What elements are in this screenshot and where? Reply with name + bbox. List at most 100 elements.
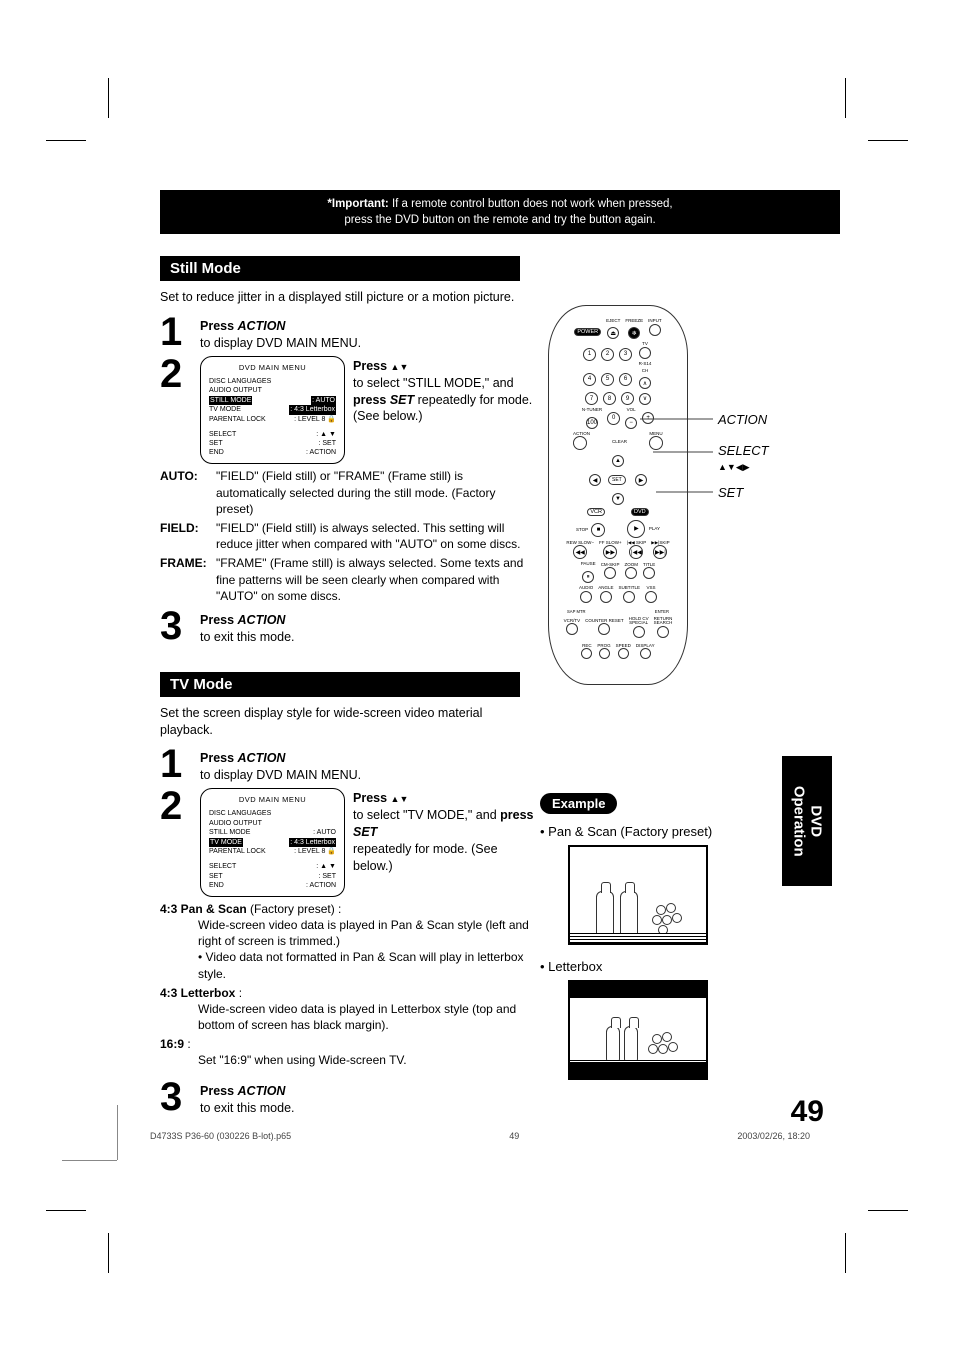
def-panscan: 4:3 Pan & Scan (Factory preset) : Wide-s… [160,901,540,982]
footer-filename: D4733S P36-60 (030226 B-lot).p65 [150,1131,291,1141]
crop-mark [46,1210,86,1211]
clear-label: CLEAR [612,440,627,445]
crop-guide [117,1105,118,1160]
dvd-main-menu-still: DVD MAIN MENU DISC LANGUAGES AUDIO OUTPU… [200,356,345,465]
menu-item: AUDIO OUTPUT [209,819,262,828]
tv-mode-section: TV Mode Set the screen display style for… [160,672,540,1117]
prog-button [599,648,610,659]
num-6-button: 6 [619,373,632,386]
menu-value: : LEVEL 8 🔒 [294,847,336,856]
vcr-button: VCR [587,508,605,516]
angle-label: ANGLE [598,586,613,591]
example-label: Example [540,793,617,814]
menu-hint-val: : SET [318,439,336,448]
menu-item: DISC LANGUAGES [209,809,271,818]
menu-hint-val: : ▲ ▼ [316,430,336,439]
pause-button: ⏸ [582,571,594,583]
side-tab-line1: DVD [807,805,824,837]
pause-label: PAUSE [581,562,596,567]
important-prefix: *Important: [327,198,388,210]
ff-button: ▶▶ [603,545,617,559]
still-intro: Set to reduce jitter in a displayed stil… [160,289,530,306]
speed-button [618,648,629,659]
enter-label: ENTER [655,609,669,614]
example-letterbox-label: • Letterbox [540,959,760,974]
set-rest: repeatedly for mode. (See below.) [353,842,498,873]
press-label: Press [200,751,238,765]
vss-button [645,591,657,603]
cmskip-button [604,567,616,579]
menu-item: PARENTAL LOCK [209,847,266,856]
play-button: ▶ [627,520,645,538]
still-step-2: 2 DVD MAIN MENU DISC LANGUAGES AUDIO OUT… [160,356,540,465]
special-label: SPECIAL [629,621,649,626]
press-set: press [353,393,390,407]
dpad-left-button: ◀ [589,474,601,486]
counter-button [598,623,610,635]
side-tab-dvd-operation: DVD Operation [782,756,832,886]
hundred-button: 100 [586,417,598,429]
search-button [657,626,669,638]
stop-button: ■ [591,523,605,537]
vol-down-button: − [625,417,637,429]
crop-mark [868,1210,908,1211]
footer-page: 49 [509,1131,519,1141]
still-step-1: 1 Press ACTION to display DVD MAIN MENU. [160,314,540,352]
press-set: press [500,808,533,822]
tv-step-2: 2 DVD MAIN MENU DISC LANGUAGES AUDIO OUT… [160,788,540,897]
example-letterbox-image [568,980,708,1080]
vss-label: VSS [645,586,657,591]
ch-label: CH [637,369,653,374]
menu-item: STILL MODE [209,828,250,837]
footer: D4733S P36-60 (030226 B-lot).p65 49 2003… [150,1131,810,1141]
crop-mark [845,1233,846,1273]
remote-diagram: POWER EJECT⏏ FREEZE❄ INPUT 1 2 3 TVR-S14… [548,305,838,685]
num-0-button: 0 [607,412,620,425]
menu-hint: SET [209,872,223,881]
dpad: ▲ ▼ ◀ ▶ SET [585,455,651,505]
step-number: 2 [160,788,194,824]
num-5-button: 5 [601,373,614,386]
angle-button [600,591,612,603]
num-7-button: 7 [585,392,598,405]
action-label: ACTION [238,613,286,627]
step-number: 2 [160,356,194,392]
menu-hint-val: : ▲ ▼ [316,862,336,871]
menu-item-highlighted: STILL MODE [209,396,252,405]
menu-item: PARENTAL LOCK [209,415,266,424]
tv-label: TV [637,342,653,347]
menu-item: DISC LANGUAGES [209,377,271,386]
search-label: SEARCH [654,621,673,626]
callout-action: ACTION [718,412,767,427]
set-label: SET [353,825,377,839]
crop-mark [845,78,846,118]
example-section: Example • Pan & Scan (Factory preset) • … [540,793,760,1094]
rs-label: R-S14 [637,362,653,367]
example-panscan-image [568,845,708,945]
crop-guide [62,1160,117,1161]
def-letterbox: 4:3 Letterbox : Wide-screen video data i… [160,985,540,1034]
arrow-up-down-icon [391,359,409,373]
important-line1: If a remote control button does not work… [389,198,673,210]
tv-intro: Set the screen display style for wide-sc… [160,705,530,739]
tv-step-3: 3 Press ACTION to exit this mode. [160,1079,540,1117]
rew-button: ◀◀ [573,545,587,559]
audio-label: AUDIO [579,586,593,591]
callout-set: SET [718,485,743,500]
still-step-3: 3 Press ACTION to exit this mode. [160,608,540,646]
menu-hint: END [209,881,224,890]
audio-button [580,591,592,603]
special-button [633,626,645,638]
eject-button: ⏏ [607,327,619,339]
freeze-button: ❄ [628,327,640,339]
action-label: ACTION [238,751,286,765]
menu-button [649,436,663,450]
set-label: SET [390,393,414,407]
subtitle-label: SUBTITLE [619,586,641,591]
crop-mark [46,140,86,141]
action-button [573,436,587,450]
vol-up-button: + [642,412,654,424]
important-line2: press the DVD button on the remote and t… [344,214,655,226]
dvd-main-menu-tv: DVD MAIN MENU DISC LANGUAGES AUDIO OUTPU… [200,788,345,897]
power-button: POWER [574,328,601,336]
